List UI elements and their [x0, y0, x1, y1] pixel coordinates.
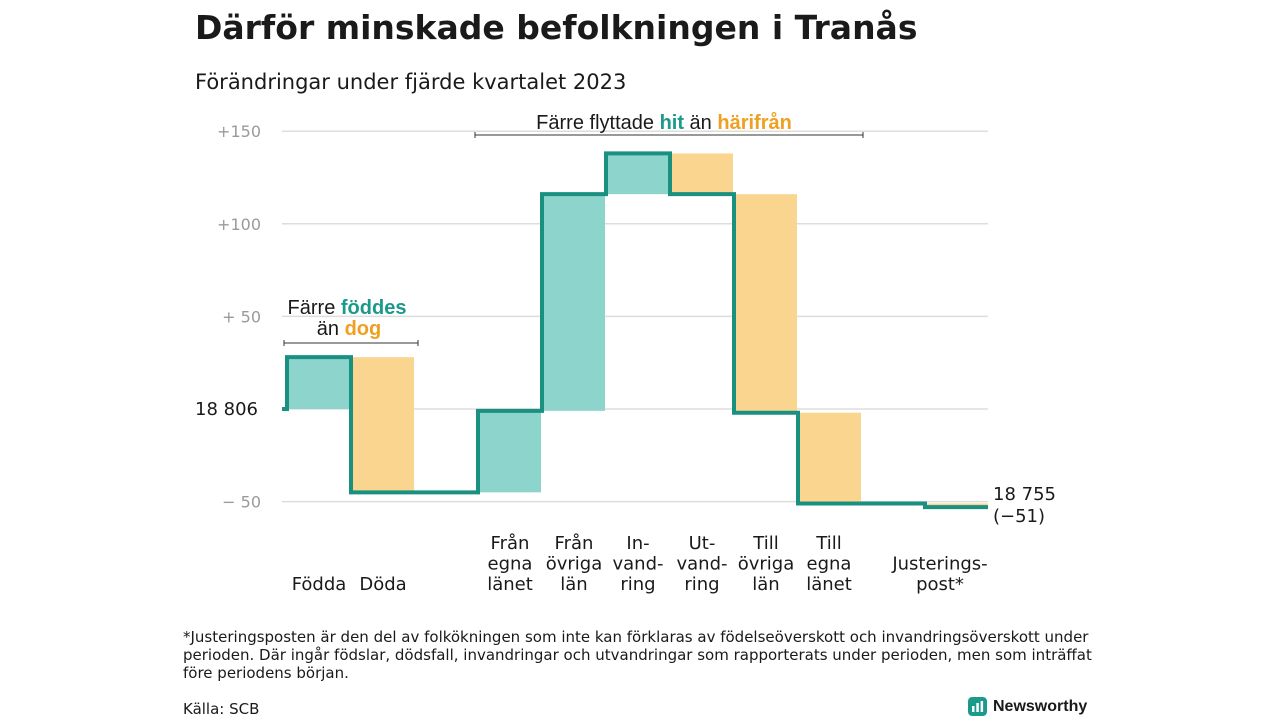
- category-label: Från egna länet: [487, 533, 533, 595]
- source-note: Källa: SCB: [183, 700, 260, 718]
- category-label-line: ring: [620, 574, 655, 595]
- category-label-line: län: [752, 574, 779, 595]
- category-label: In-vand-ring: [612, 533, 663, 595]
- waterfall-bar: [351, 357, 414, 493]
- end-value-line: 18 755: [993, 484, 1056, 505]
- category-label: Döda: [359, 574, 406, 595]
- births-annotation-part: dog: [345, 318, 382, 340]
- waterfall-bar: [734, 194, 797, 413]
- migration-annotation: Färre flyttade hit än härifrån: [536, 111, 792, 134]
- category-label-line: länet: [487, 574, 533, 595]
- category-label-line: Till: [752, 533, 778, 554]
- category-label-line: Till: [815, 533, 841, 554]
- births-annotation: än dog: [317, 318, 381, 340]
- category-label-line: Ut-: [689, 533, 716, 554]
- category-label-line: vand-: [676, 554, 727, 575]
- migration-annotation-part: Färre flyttade: [536, 112, 659, 134]
- category-label-line: län: [560, 574, 587, 595]
- brand-name: Newsworthy: [993, 697, 1088, 715]
- y-tick-label: +150: [217, 122, 261, 141]
- category-label: Födda: [292, 574, 347, 595]
- chart-subtitle: Förändringar under fjärde kvartalet 2023: [195, 70, 627, 94]
- category-label-line: länet: [806, 574, 852, 595]
- births-annotation-part: föddes: [341, 297, 407, 319]
- y-tick-label: + 50: [222, 307, 261, 326]
- waterfall-bar: [542, 194, 605, 411]
- waterfall-bar: [606, 153, 669, 195]
- waterfall-bar: [287, 357, 350, 409]
- waterfall-bar: [798, 412, 861, 504]
- category-label-line: In-: [626, 533, 649, 554]
- chart-title: Därför minskade befolkningen i Tranås: [195, 8, 918, 47]
- category-label-line: Döda: [359, 574, 406, 595]
- step-line: [282, 151, 988, 510]
- waterfall-bar: [670, 153, 733, 195]
- y-tick-label: +100: [217, 215, 261, 234]
- births-annotation-part: än: [317, 318, 345, 340]
- category-label-line: Från: [555, 533, 594, 554]
- footnote: *Justeringsposten är den del av folkökni…: [183, 628, 1092, 682]
- category-label-line: Från: [491, 533, 530, 554]
- category-label: Justerings-post*: [891, 554, 987, 596]
- category-label-line: egna: [488, 554, 533, 575]
- category-label: Från övriga län: [546, 533, 603, 595]
- category-label-line: Justerings-: [891, 554, 987, 575]
- category-label-line: övriga: [546, 554, 603, 575]
- category-label-line: post*: [916, 574, 964, 595]
- bar-chart-icon: [968, 697, 987, 716]
- category-label: Till övriga län: [738, 533, 795, 595]
- migration-annotation-part: härifrån: [717, 111, 791, 134]
- category-label: Ut-vand-ring: [676, 533, 727, 595]
- end-value-label: 18 755 (−51): [993, 484, 1056, 527]
- y-tick-label: − 50: [222, 493, 261, 512]
- category-label: Till egna länet: [806, 533, 852, 595]
- category-label-line: ring: [684, 574, 719, 595]
- migration-annotation-part: hit: [660, 112, 685, 134]
- start-value-label: 18 806: [195, 399, 258, 420]
- births-annotation-part: Färre: [288, 297, 341, 319]
- brand-logo[interactable]: Newsworthy: [968, 697, 1087, 716]
- category-label-line: Födda: [292, 574, 347, 595]
- migration-annotation-part: än: [684, 112, 717, 134]
- category-label-line: vand-: [612, 554, 663, 575]
- births-annotation: Färre föddes: [288, 297, 407, 319]
- category-label-line: övriga: [738, 554, 795, 575]
- waterfall-bar: [478, 410, 541, 493]
- end-value-line: (−51): [993, 506, 1045, 527]
- category-label-line: egna: [807, 554, 852, 575]
